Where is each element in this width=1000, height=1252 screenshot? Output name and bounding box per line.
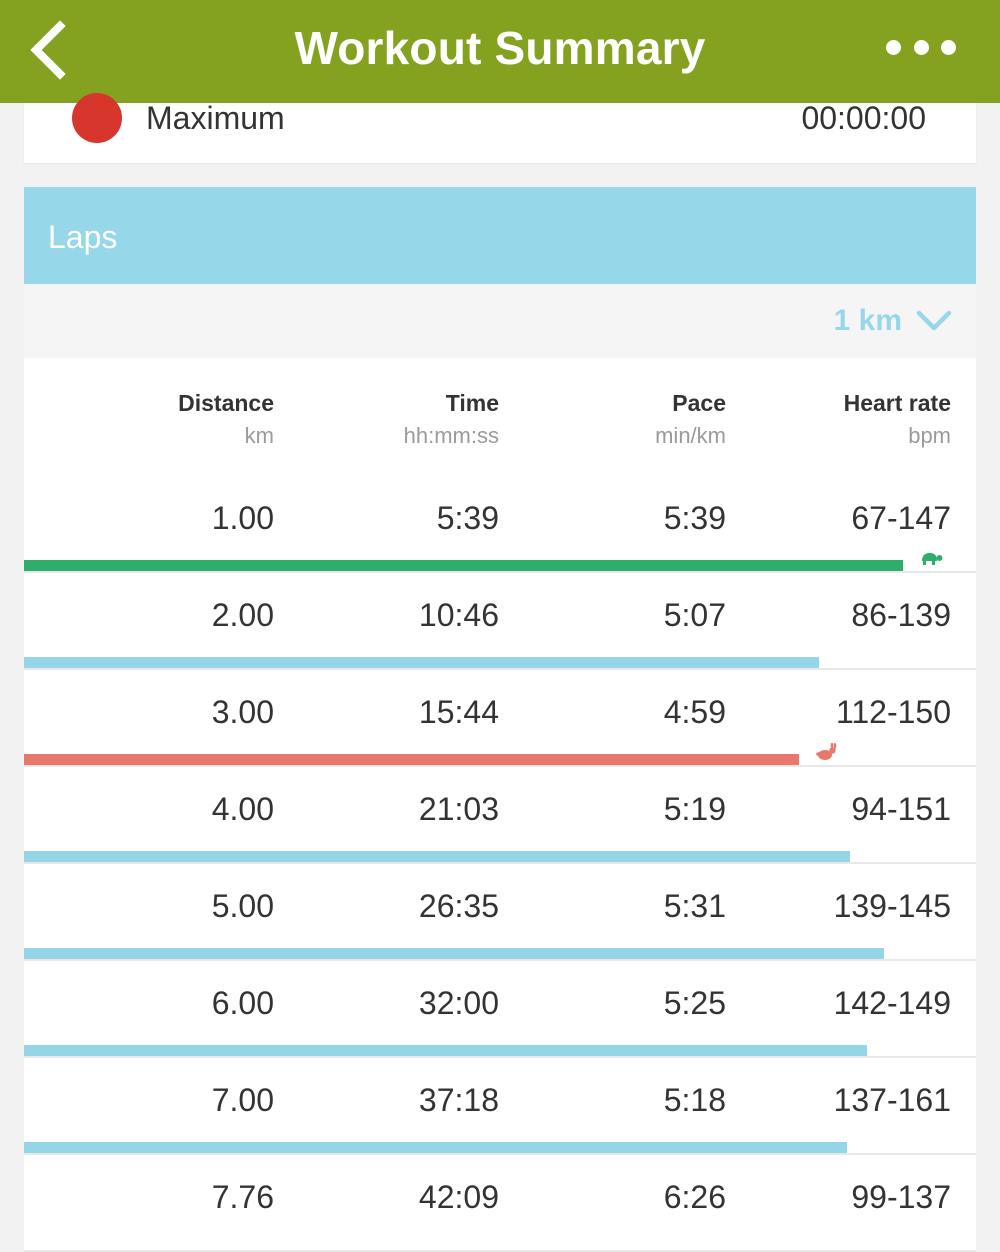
zone-value: 00:00:00 xyxy=(801,100,926,136)
column-header-distance: Distance km xyxy=(178,390,274,449)
lap-pace: 6:26 xyxy=(663,1179,726,1215)
lap-pace-bar xyxy=(24,851,851,862)
lap-pace: 5:39 xyxy=(663,500,726,536)
column-header-heart-rate: Heart rate bpm xyxy=(844,390,951,449)
more-options-button[interactable] xyxy=(886,34,956,60)
column-title: Pace xyxy=(672,390,726,416)
lap-row[interactable]: 1.00 5:39 5:39 67-147 xyxy=(24,476,976,573)
column-unit: bpm xyxy=(908,423,951,448)
lap-row[interactable]: 4.00 21:03 5:19 94-151 xyxy=(24,767,976,864)
column-title: Heart rate xyxy=(843,390,951,416)
more-dot-icon xyxy=(913,39,929,55)
laps-table: Distance km Time hh:mm:ss Pace min/km He… xyxy=(24,358,976,1252)
lap-heart-rate: 94-151 xyxy=(851,791,951,827)
more-dot-icon xyxy=(886,39,901,55)
lap-pace: 5:07 xyxy=(663,597,726,633)
lap-row[interactable]: 7.76 42:09 6:26 99-137 xyxy=(24,1155,976,1252)
column-unit: hh:mm:ss xyxy=(403,423,499,448)
lap-time: 26:35 xyxy=(418,888,499,924)
column-header-pace: Pace min/km xyxy=(655,390,726,449)
lap-distance: 6.00 xyxy=(211,985,274,1021)
lap-pace-bar xyxy=(24,948,884,959)
lap-distance: 1.00 xyxy=(211,500,274,536)
lap-pace-bar xyxy=(24,754,799,765)
laps-section-header: Laps xyxy=(24,187,976,284)
lap-time: 21:03 xyxy=(418,791,499,827)
lap-pace-bar xyxy=(24,1142,848,1153)
lap-heart-rate: 86-139 xyxy=(851,597,951,633)
lap-distance: 5.00 xyxy=(211,888,274,924)
lap-pace-bar xyxy=(24,657,819,668)
laps-table-header: Distance km Time hh:mm:ss Pace min/km He… xyxy=(24,358,976,476)
lap-row[interactable]: 5.00 26:35 5:31 139-145 xyxy=(24,864,976,961)
lap-distance: 4.00 xyxy=(211,791,274,827)
column-unit: km xyxy=(244,423,274,448)
lap-heart-rate: 137-161 xyxy=(833,1082,951,1118)
lap-time: 15:44 xyxy=(418,694,499,730)
lap-time: 37:18 xyxy=(418,1082,499,1118)
lap-row[interactable]: 2.00 10:46 5:07 86-139 xyxy=(24,573,976,670)
lap-heart-rate: 99-137 xyxy=(851,1179,951,1215)
lap-heart-rate: 67-147 xyxy=(851,500,951,536)
lap-distance: 7.00 xyxy=(211,1082,274,1118)
column-header-time: Time hh:mm:ss xyxy=(404,390,499,449)
lap-pace: 5:19 xyxy=(663,791,726,827)
chevron-down-icon xyxy=(916,310,952,331)
lap-distance: 3.00 xyxy=(211,694,274,730)
lap-row[interactable]: 6.00 32:00 5:25 142-149 xyxy=(24,961,976,1058)
split-selector-bar: 1 km xyxy=(24,284,976,358)
column-unit: min/km xyxy=(655,423,726,448)
split-distance-label: 1 km xyxy=(833,304,902,337)
lap-time: 42:09 xyxy=(418,1179,499,1215)
chevron-left-icon xyxy=(30,20,66,80)
zone-label: Maximum xyxy=(146,100,285,136)
lap-time: 5:39 xyxy=(436,500,499,536)
laps-title: Laps xyxy=(48,219,118,255)
lap-heart-rate: 142-149 xyxy=(833,985,951,1021)
lap-heart-rate: 112-150 xyxy=(835,694,951,730)
page-title: Workout Summary xyxy=(294,22,706,74)
lap-row[interactable]: 3.00 15:44 4:59 112-150 xyxy=(24,670,976,767)
lap-pace-bar xyxy=(24,560,903,571)
lap-heart-rate: 139-145 xyxy=(833,888,951,924)
lap-row[interactable]: 7.00 37:18 5:18 137-161 xyxy=(24,1058,976,1155)
column-title: Time xyxy=(445,390,499,416)
heart-rate-zone-row: Maximum 00:00:00 xyxy=(24,93,976,163)
lap-time: 32:00 xyxy=(418,985,499,1021)
lap-pace: 4:59 xyxy=(663,694,726,730)
lap-pace: 5:25 xyxy=(663,985,726,1021)
column-title: Distance xyxy=(178,390,274,416)
turtle-icon xyxy=(919,549,943,567)
back-button[interactable] xyxy=(22,18,82,82)
lap-pace: 5:31 xyxy=(663,888,726,924)
lap-time: 10:46 xyxy=(418,597,499,633)
zone-color-dot xyxy=(72,93,122,143)
top-app-bar: Workout Summary xyxy=(0,0,1000,103)
lap-pace-bar xyxy=(24,1045,868,1056)
more-dot-icon xyxy=(941,39,956,55)
rabbit-icon xyxy=(815,742,839,761)
lap-distance: 2.00 xyxy=(211,597,274,633)
split-distance-dropdown[interactable]: 1 km xyxy=(834,298,952,344)
lap-pace: 5:18 xyxy=(663,1082,726,1118)
lap-distance: 7.76 xyxy=(211,1179,274,1215)
